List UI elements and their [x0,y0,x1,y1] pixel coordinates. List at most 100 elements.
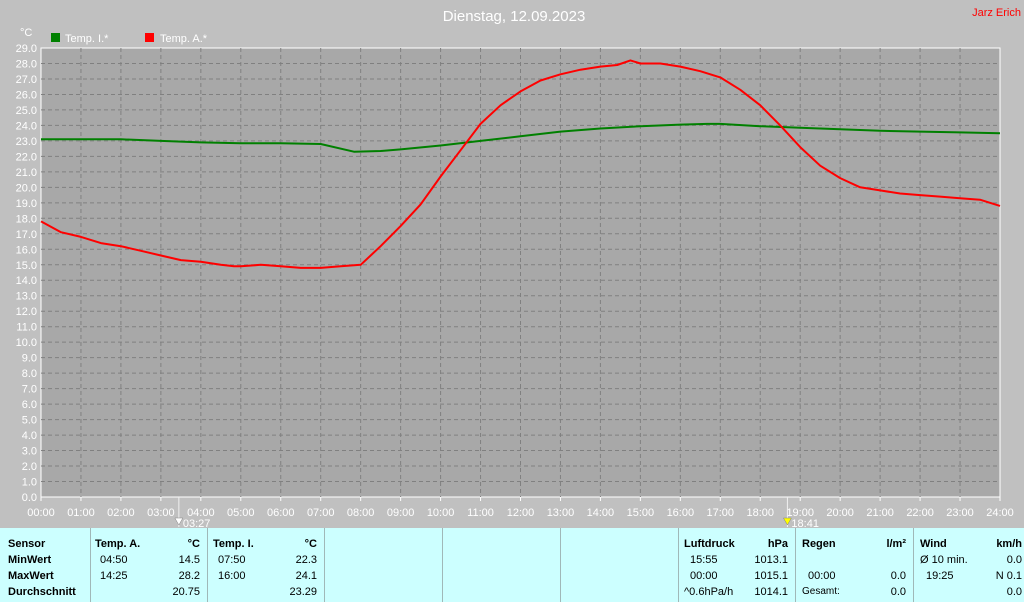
sensor-header: Sensor [8,538,46,550]
y-tick-label: 17.0 [16,229,37,241]
rain-row2-label: 00:00 [808,570,836,582]
y-tick-label: 22.0 [16,151,37,163]
column-divider [442,528,443,602]
series-line-temp-a [40,59,1001,269]
legend-swatch-temp-a [145,33,154,42]
x-tick-label: 17:00 [707,507,735,519]
column-divider [678,528,679,602]
y-tick-label: 16.0 [16,244,37,256]
temp-i-unit: °C [304,538,317,550]
y-tick-label: 29.0 [16,43,37,55]
x-tick-label: 07:00 [307,507,335,519]
temp-i-max-time: 16:00 [218,570,246,582]
x-tick-label: 08:00 [347,507,375,519]
legend-label-temp-a: Temp. A.* [160,33,208,45]
x-tick-label: 01:00 [67,507,95,519]
x-tick-label: 20:00 [826,507,854,519]
x-tick-label: 05:00 [227,507,255,519]
legend-label-temp-i: Temp. I.* [65,33,109,45]
rain-header: Regen [802,538,836,550]
wind-row2-label: 19:25 [926,570,954,582]
y-tick-label: 21.0 [16,167,37,179]
legend: Temp. I.* Temp. A.* [51,33,208,45]
series-line-temp-i [41,122,1001,153]
x-tick-label: 15:00 [627,507,655,519]
x-tick-label: 06:00 [267,507,295,519]
y-tick-label: 18.0 [16,213,37,225]
rain-unit: l/m² [886,538,906,550]
temp-i-average: 23.29 [289,586,317,598]
temp-a-min-time: 04:50 [100,554,128,566]
temp-a-max-value: 28.2 [178,570,200,582]
y-tick-label: 25.0 [16,105,37,117]
column-divider [90,528,91,602]
wind-row2-value: N 0.1 [995,570,1022,582]
y-tick-label: 13.0 [16,291,37,303]
x-tick-label: 10:00 [427,507,455,519]
x-tick-label: 19:00 [786,507,814,519]
column-divider [324,528,325,602]
x-tick-label: 16:00 [667,507,695,519]
temp-a-min-value: 14.5 [178,554,200,566]
wind-unit: km/h [996,538,1022,550]
statistics-table: Sensor MinWert MaxWert Durchschnitt Temp… [0,528,1024,602]
y-tick-label: 8.0 [22,368,37,380]
rain-row3-label: Gesamt: [802,586,840,597]
temp-i-min-time: 07:50 [218,554,246,566]
y-unit-label: °C [20,27,32,39]
wind-row1-value: 0.0 [1006,554,1022,566]
x-tick-label: 04:00 [187,507,215,519]
x-tick-label: 23:00 [946,507,974,519]
temp-a-unit: °C [187,538,200,550]
marker-triangle [174,517,184,526]
pressure-unit: hPa [767,538,788,550]
y-tick-label: 9.0 [22,353,37,365]
pressure-row1-value: 1013.1 [754,554,788,566]
y-tick-label: 28.0 [16,58,37,70]
x-tick-label: 18:00 [746,507,774,519]
y-tick-label: 1.0 [22,477,37,489]
x-tick-label: 00:00 [27,507,55,519]
pressure-header: Luftdruck [684,538,735,550]
y-tick-label: 24.0 [16,120,37,132]
author-label: Jarz Erich [972,7,1021,19]
column-divider [795,528,796,602]
x-tick-label: 13:00 [547,507,575,519]
y-tick-label: 4.0 [22,430,37,442]
column-divider [560,528,561,602]
y-tick-label: 20.0 [16,182,37,194]
y-tick-label: 10.0 [16,337,37,349]
y-tick-label: 15.0 [16,260,37,272]
grid [41,48,1000,497]
pressure-row3-label: ^0.6hPa/h [684,586,734,598]
x-tick-label: 11:00 [467,507,494,519]
y-tick-label: 26.0 [16,89,37,101]
y-tick-label: 27.0 [16,74,37,86]
column-divider [913,528,914,602]
temp-i-min-value: 22.3 [295,554,317,566]
chart-title: Dienstag, 12.09.2023 [443,8,586,25]
x-tick-label: 21:00 [866,507,894,519]
x-tick-label: 09:00 [387,507,415,519]
y-tick-label: 19.0 [16,198,37,210]
event-markers: 03:27 18:41 [174,497,819,528]
x-axis: 00:00 01:00 02:00 03:00 04:00 05:00 06:00 07:00… [27,497,1014,519]
wind-header: Wind [920,538,947,550]
rain-row2-value: 0.0 [890,570,906,582]
legend-swatch-temp-i [51,33,60,42]
y-tick-label: 0.0 [22,492,37,504]
x-tick-label: 24:00 [986,507,1014,519]
y-tick-label: 2.0 [22,461,37,473]
y-tick-label: 23.0 [16,136,37,148]
pressure-row2-value: 1015.1 [754,570,788,582]
row-label-max: MaxWert [8,570,54,582]
rain-row3-value: 0.0 [890,586,906,598]
pressure-row2-label: 00:00 [690,570,718,582]
temp-i-header: Temp. I. [213,538,254,550]
wind-row1-label: Ø 10 min. [920,554,968,566]
row-label-min: MinWert [8,554,52,566]
y-axis: 0.0 1.0 2.0 3.0 4.0 5.0 6.0 7.0 8.0 9.0 10.0 11.0 12… [16,43,37,504]
y-tick-label: 3.0 [22,446,37,458]
temp-i-max-value: 24.1 [295,570,317,582]
y-tick-label: 7.0 [22,384,37,396]
